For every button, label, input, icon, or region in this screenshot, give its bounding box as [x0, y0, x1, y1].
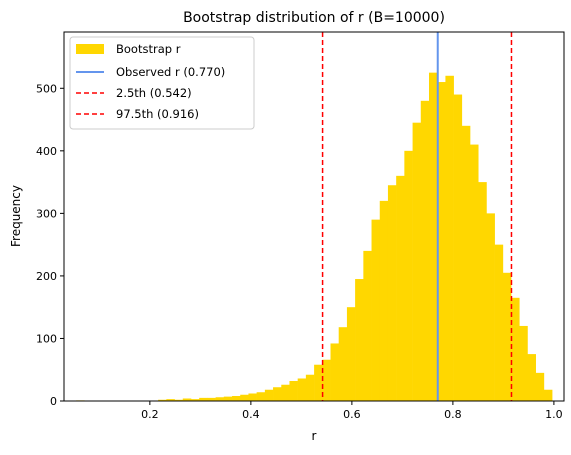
reference-lines: [321, 32, 513, 401]
histogram-bar: [363, 250, 372, 401]
histogram-bar: [420, 100, 430, 402]
histogram-bar: [527, 354, 536, 401]
histogram-bar: [297, 378, 307, 401]
histogram-bar: [314, 364, 323, 401]
histogram-bar: [387, 185, 397, 401]
x-tick-label: 0.4: [242, 408, 260, 421]
histogram-bar: [182, 398, 192, 401]
histogram-bar: [404, 150, 413, 401]
legend-label-observed: Observed r (0.770): [116, 65, 225, 79]
histogram-bar: [174, 399, 184, 401]
histogram-bar: [461, 125, 471, 401]
histogram-bar: [355, 279, 364, 401]
histogram-bar: [470, 144, 479, 401]
histogram-bar: [256, 392, 266, 401]
chart-title: Bootstrap distribution of r (B=10000): [183, 10, 445, 26]
y-tick-label: 400: [36, 145, 57, 158]
x-tick-label: 1.0: [545, 408, 563, 421]
histogram-bar: [478, 182, 487, 401]
histogram-bar: [232, 395, 241, 401]
legend-label-upper: 97.5th (0.916): [116, 107, 199, 121]
histogram-bar: [543, 389, 553, 401]
y-tick-label: 100: [36, 332, 57, 345]
histogram-bar: [437, 82, 446, 401]
histogram-bar: [322, 359, 331, 401]
x-tick-label: 0.8: [444, 408, 462, 421]
legend-label-lower: 2.5th (0.542): [116, 86, 192, 100]
histogram-bar: [453, 94, 463, 402]
histogram-bar: [371, 219, 381, 401]
histogram-bar: [240, 394, 249, 401]
histogram-bar: [429, 72, 438, 402]
histogram-bar: [412, 122, 422, 402]
histogram-bar: [305, 374, 315, 401]
histogram-bar: [502, 272, 512, 401]
histogram-bar: [330, 343, 340, 401]
histogram-bar: [281, 384, 290, 401]
legend-label-histogram: Bootstrap r: [116, 42, 181, 56]
histogram-bar: [207, 397, 216, 401]
legend-box: [69, 36, 255, 130]
histogram-bar: [346, 307, 356, 401]
histogram-bar: [379, 200, 389, 401]
x-tick-label: 0.2: [141, 408, 159, 421]
histogram-bar: [223, 396, 233, 401]
histogram-bar: [445, 75, 454, 401]
y-axis-ticks: 0 100 200 300 400 500: [36, 82, 64, 408]
histogram-bar: [396, 175, 405, 401]
histogram-bar: [199, 397, 208, 401]
histogram-bar: [264, 389, 274, 401]
legend: Bootstrap r Observed r (0.770) 2.5th (0.…: [69, 36, 255, 130]
histogram-bar: [158, 399, 167, 401]
y-axis-label: Frequency: [9, 185, 23, 247]
y-tick-label: 200: [36, 270, 57, 283]
x-axis-ticks: 0.2 0.4 0.6 0.8 1.0: [141, 401, 563, 421]
histogram-bar: [486, 213, 495, 401]
histogram-bars: [76, 72, 553, 402]
histogram-bar: [511, 297, 520, 401]
histogram-bar: [338, 327, 348, 401]
histogram-bar: [289, 380, 298, 401]
histogram-bar: [273, 387, 282, 401]
y-tick-label: 0: [50, 395, 57, 408]
histogram-bar: [519, 325, 528, 401]
x-tick-label: 0.6: [343, 408, 361, 421]
histogram-bar: [215, 397, 225, 401]
y-tick-label: 500: [36, 82, 57, 95]
histogram-bar: [166, 399, 175, 401]
y-tick-label: 300: [36, 207, 57, 220]
plot-frame: [63, 31, 565, 402]
histogram-bar: [494, 244, 504, 401]
histogram-bar: [248, 393, 257, 401]
legend-swatch-histogram: [76, 44, 104, 54]
histogram-bar: [535, 372, 545, 401]
x-axis-label: r: [312, 429, 317, 443]
histogram-bar: [190, 399, 200, 401]
